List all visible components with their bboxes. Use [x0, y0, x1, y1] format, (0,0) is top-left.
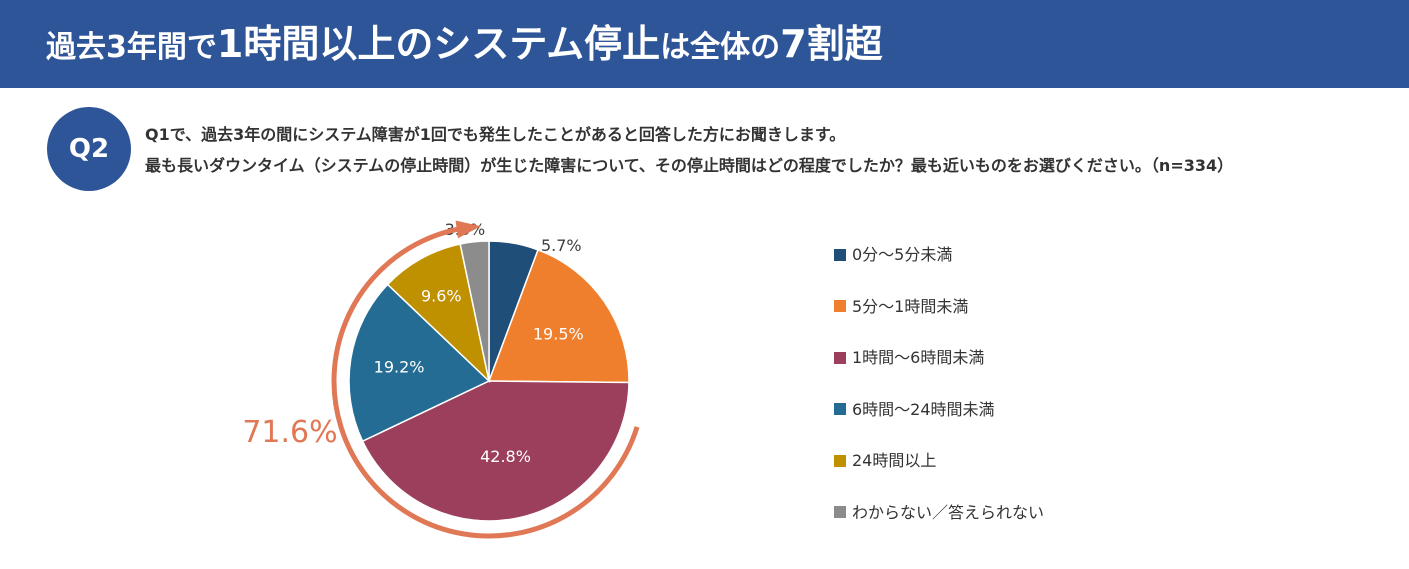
- question-badge: Q2: [47, 107, 131, 191]
- pie-slice-4: [348, 283, 491, 443]
- data-label-1: 5.7%: [541, 236, 582, 255]
- highlight-label: 71.6%: [242, 415, 337, 450]
- title-banner: 過去3年間で1時間以上のシステム停止は全体の7割超: [0, 0, 1409, 88]
- legend-swatch: [834, 403, 846, 415]
- legend-item-2: 5分～1時間未満: [834, 297, 1044, 349]
- pie-slice-5: [386, 243, 491, 384]
- pie-slice-3: [361, 380, 630, 522]
- pie-slices: [348, 240, 630, 522]
- question-line-1: Q1で、過去3年の間にシステム障害が1回でも発生したことがあると回答した方にお聞…: [145, 125, 846, 144]
- highlight-arrowhead: [455, 220, 481, 239]
- data-label-4: 19.2%: [374, 358, 425, 377]
- highlight-arc: [331, 224, 640, 539]
- legend-item-3: 1時間～6時間未満: [834, 348, 1044, 400]
- data-label-3: 42.8%: [480, 447, 531, 466]
- legend: 0分～5分未満 5分～1時間未満 1時間～6時間未満 6時間～24時間未満 24時間以上…: [834, 245, 1044, 554]
- title-part-2: 1時間以上のシステム停止: [216, 22, 661, 66]
- legend-label: 1時間～6時間未満: [852, 348, 985, 367]
- legend-swatch: [834, 248, 846, 261]
- legend-swatch: [834, 454, 846, 467]
- legend-item-1: 0分～5分未満: [834, 245, 1044, 297]
- legend-label: 5分～1時間未満: [852, 296, 969, 316]
- data-label-2: 19.5%: [533, 325, 584, 344]
- data-label-5: 9.6%: [421, 286, 462, 305]
- legend-item-5: 24時間以上: [834, 451, 1044, 503]
- title-part-3: は全体の: [660, 30, 781, 65]
- title-part-4: 7割超: [780, 22, 883, 66]
- question-line-2: 最も長いダウンタイム（システムの停止時間）が生じた障害について、その停止時間はど…: [145, 156, 1234, 175]
- pie-data-labels: 5.7%19.5%42.8%19.2%9.6%3.3%: [374, 220, 584, 466]
- legend-swatch: [834, 351, 846, 364]
- legend-label: 0分～5分未満: [852, 245, 953, 264]
- legend-label: 6時間～24時間未満: [852, 399, 995, 419]
- legend-item-4: 6時間～24時間未満: [834, 400, 1044, 452]
- pie-slice-6: [459, 240, 490, 382]
- legend-swatch: [834, 300, 846, 312]
- title-part-1: 過去3年間で: [46, 30, 217, 65]
- legend-swatch: [834, 506, 846, 518]
- legend-item-6: わからない／答えられない: [834, 503, 1044, 555]
- legend-label: 24時間以上: [852, 451, 937, 470]
- legend-label: わからない／答えられない: [852, 502, 1045, 522]
- pie-slice-2: [487, 248, 630, 384]
